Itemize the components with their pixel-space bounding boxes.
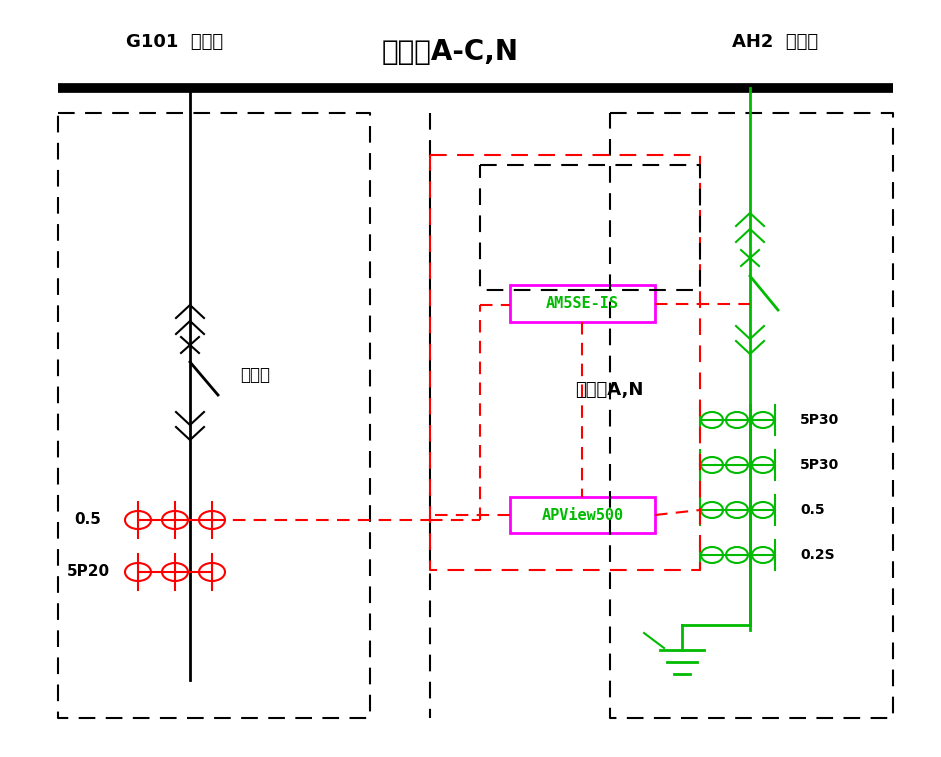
Text: 市电侧A-C,N: 市电侧A-C,N — [381, 38, 518, 66]
Text: AH2  并网柜: AH2 并网柜 — [732, 33, 818, 51]
Text: 5P30: 5P30 — [800, 413, 839, 427]
Text: 0.5: 0.5 — [74, 512, 102, 528]
Text: 5P20: 5P20 — [67, 565, 109, 580]
Text: AM5SE-IS: AM5SE-IS — [546, 296, 619, 311]
FancyBboxPatch shape — [510, 497, 655, 533]
Text: 0.5: 0.5 — [800, 503, 824, 517]
Text: APView500: APView500 — [541, 507, 624, 522]
Text: G101  进线柜: G101 进线柜 — [126, 33, 224, 51]
Text: 0.2S: 0.2S — [800, 548, 835, 562]
Text: 断路器: 断路器 — [240, 366, 270, 384]
Text: 5P30: 5P30 — [800, 458, 839, 472]
FancyBboxPatch shape — [510, 285, 655, 322]
Text: 待并侧A,N: 待并侧A,N — [575, 381, 644, 399]
